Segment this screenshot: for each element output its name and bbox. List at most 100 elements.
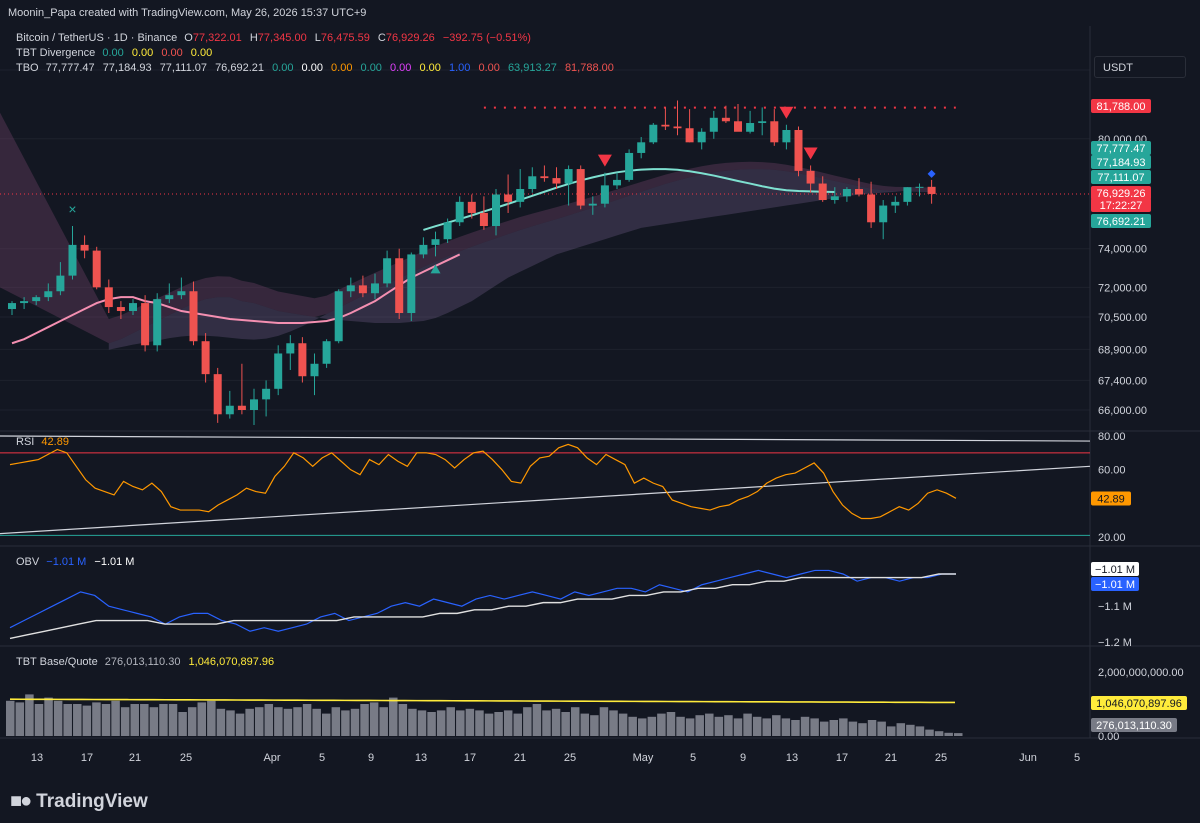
candle-body: [443, 222, 452, 240]
time-axis-label: 21: [885, 752, 897, 764]
volume-bar: [551, 708, 561, 736]
candle-body: [467, 201, 476, 213]
volume-bar: [685, 718, 695, 736]
tbo-band: [108, 169, 932, 350]
high-value: 77,345.00: [257, 32, 307, 44]
volume-bar: [427, 712, 436, 736]
price-axis-label: 72,000.00: [1098, 282, 1147, 294]
volume-bar: [15, 702, 25, 736]
candle-body: [758, 121, 767, 124]
candle-body: [855, 189, 863, 195]
candle-body: [697, 131, 706, 143]
volume-bar: [302, 704, 312, 736]
candle-body: [734, 121, 742, 132]
chart-canvas[interactable]: × 84,000.0080,000.0074,000.0072,000.0070…: [0, 26, 1200, 778]
price-axis-label: 70,500.00: [1098, 312, 1147, 324]
obv-legend[interactable]: OBV −1.01 M −1.01 M: [16, 556, 139, 568]
tbo-legend[interactable]: TBO 77,777.47 77,184.93 77,111.07 76,692…: [16, 62, 619, 74]
tbo-value-11: 1.00: [448, 62, 471, 74]
volume-bar: [254, 707, 264, 736]
currency-button[interactable]: USDT: [1094, 56, 1186, 78]
volume-bar: [34, 704, 44, 736]
tradingview-brand[interactable]: ■● TradingView: [10, 790, 148, 813]
rsi-legend[interactable]: RSI 42.89: [16, 436, 74, 448]
tbo-value-6: 0.00: [301, 62, 323, 74]
volume-bar: [781, 718, 791, 736]
volume-tag-label: 276,013,110.30: [1096, 720, 1172, 732]
candle-body: [177, 291, 186, 296]
divergence-label[interactable]: TBT Divergence: [16, 47, 96, 59]
obv-pane[interactable]: [9, 569, 956, 640]
volume-bar: [848, 721, 858, 736]
price-axis-label: 68,900.00: [1098, 344, 1147, 356]
price-tag-bg: [1091, 186, 1151, 200]
price-tag-label: 77,777.47: [1097, 143, 1146, 155]
candle-body: [310, 363, 319, 377]
volume-bar: [178, 712, 187, 736]
volume-bar: [906, 724, 915, 736]
volume-ma-tag-label: 1,046,070,897.96: [1096, 698, 1182, 710]
candle-body: [371, 283, 379, 294]
price-axis-label: 67,400.00: [1098, 375, 1147, 387]
volume-label[interactable]: TBT Base/Quote: [16, 656, 98, 668]
time-axis[interactable]: 13 17 21 25 Apr 5 9 13 17 21 25 May 5 9 13 17 21 25 Jun 5: [31, 752, 1080, 764]
rsi-pane[interactable]: [0, 435, 1091, 536]
volume-bar: [283, 708, 293, 736]
rsi-axis-label: 60.00: [1098, 465, 1126, 477]
volume-bar: [695, 715, 704, 736]
candle-body: [830, 196, 839, 201]
candle-body: [274, 353, 283, 389]
obv-ma-tag-bg: [1091, 562, 1139, 576]
candle-body: [116, 307, 125, 312]
volume-bar: [618, 713, 628, 736]
tbo-value-4: 76,692.21: [215, 62, 264, 74]
time-axis-label: 5: [319, 752, 325, 764]
volume-bar: [733, 718, 743, 736]
rsi-label[interactable]: RSI: [16, 436, 35, 448]
candle-body: [516, 189, 525, 202]
tbo-label[interactable]: TBO: [16, 62, 39, 74]
sell-triangle-marker: [779, 106, 794, 119]
candle-body: [237, 405, 246, 410]
volume-bar: [638, 718, 647, 736]
volume-bar: [92, 702, 101, 736]
volume-bar: [73, 704, 82, 736]
candle-body: [455, 201, 464, 223]
candle-body: [903, 187, 912, 202]
candle-body: [153, 299, 162, 346]
candle-body: [613, 179, 621, 186]
volume-bar: [724, 715, 733, 736]
candle-body: [298, 343, 307, 377]
volume-bar: [628, 716, 637, 736]
candle-body: [927, 186, 936, 194]
chart-area[interactable]: × 84,000.0080,000.0074,000.0072,000.0070…: [0, 26, 1200, 778]
candle-body: [637, 142, 646, 153]
volume-ma-value: 1,046,070,897.96: [188, 656, 275, 668]
price-axis-label: 66,000.00: [1098, 405, 1147, 417]
obv-label[interactable]: OBV: [16, 556, 40, 568]
time-axis-label: 13: [31, 752, 43, 764]
obv-ma-tag-label: −1.01 M: [1095, 564, 1135, 576]
price-axis[interactable]: 84,000.0080,000.0074,000.0072,000.0070,5…: [1091, 65, 1187, 743]
symbol-legend[interactable]: Bitcoin / TetherUS · 1D · Binance O77,32…: [16, 32, 536, 44]
volume-bar: [369, 702, 379, 736]
volume-pane[interactable]: [6, 694, 963, 736]
tbo-value-1: 77,777.47: [45, 62, 95, 74]
volume-bar: [187, 707, 197, 736]
candle-body: [915, 186, 924, 188]
price-tag-label: 77,184.93: [1097, 157, 1146, 169]
symbol-name[interactable]: Bitcoin / TetherUS · 1D · Binance: [16, 32, 178, 44]
divergence-legend[interactable]: TBT Divergence 0.00 0.00 0.00 0.00: [16, 47, 217, 59]
candle-body: [68, 244, 77, 276]
volume-bar: [436, 710, 446, 736]
obv-value: −1.01 M: [46, 556, 87, 568]
candle-body: [431, 239, 440, 245]
volume-bar: [829, 720, 839, 736]
volume-bar: [465, 708, 475, 736]
volume-bar: [322, 713, 331, 736]
candle-body: [92, 250, 101, 288]
volume-legend[interactable]: TBT Base/Quote 276,013,110.30 1,046,070,…: [16, 656, 279, 668]
tradingview-logo-icon: ■●: [10, 790, 32, 812]
price-pane[interactable]: ×: [0, 100, 1090, 426]
sell-triangle-marker: [803, 147, 818, 160]
